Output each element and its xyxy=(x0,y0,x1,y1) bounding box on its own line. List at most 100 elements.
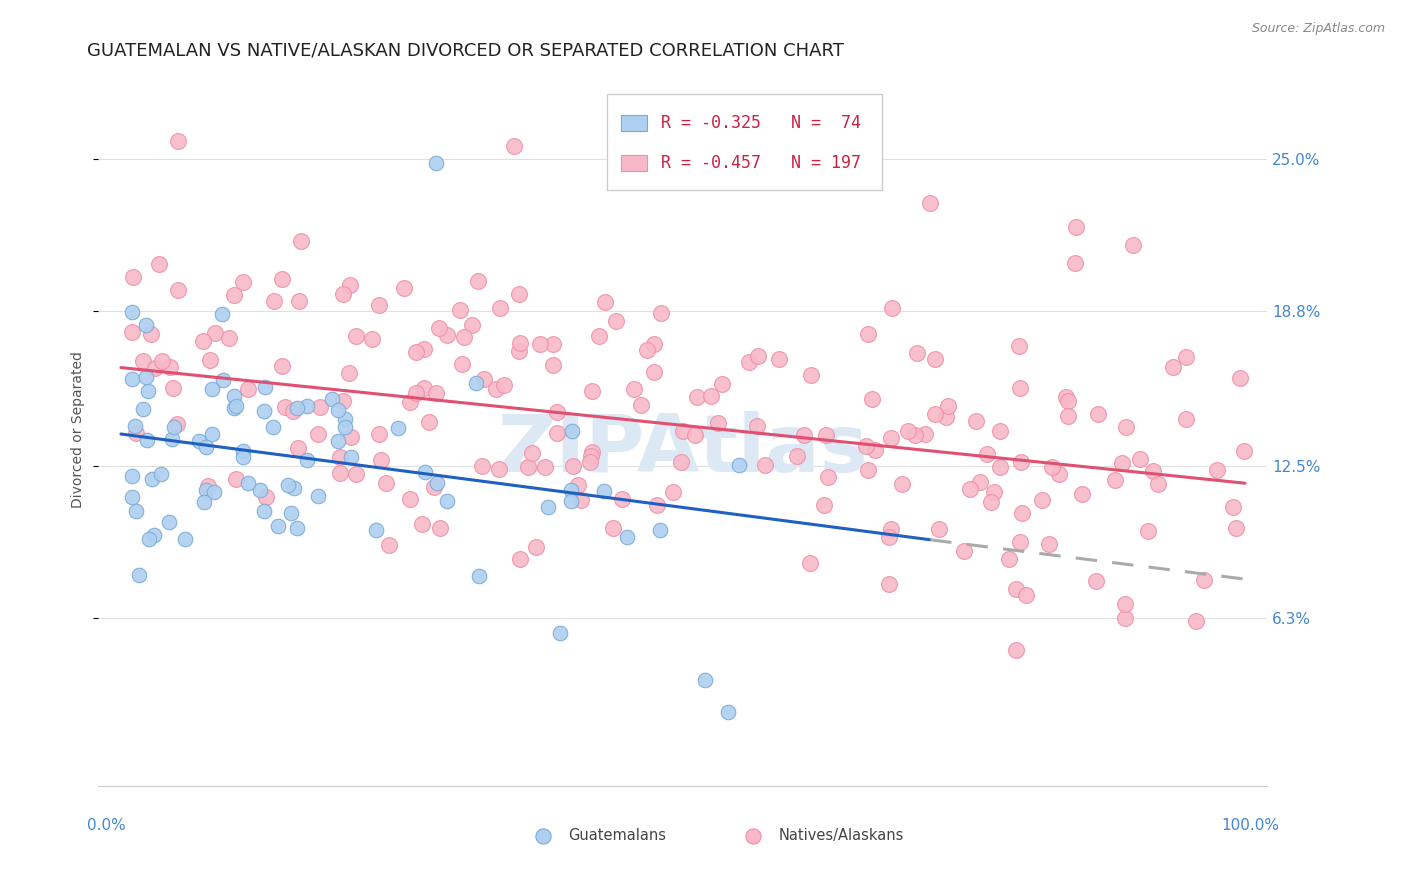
Point xyxy=(1056,393,1078,408)
Point xyxy=(686,390,709,404)
Point xyxy=(332,394,354,409)
Point xyxy=(858,327,880,342)
Point xyxy=(141,472,163,486)
Point xyxy=(965,414,987,428)
Point xyxy=(150,353,173,368)
Point xyxy=(904,428,927,442)
Point xyxy=(295,452,318,467)
Point xyxy=(197,479,219,493)
Point xyxy=(1031,492,1053,507)
Point xyxy=(650,306,672,320)
Point xyxy=(271,359,294,373)
Point xyxy=(277,478,299,492)
Text: R = -0.325   N =  74: R = -0.325 N = 74 xyxy=(661,113,860,132)
Point xyxy=(271,272,294,286)
Point xyxy=(520,446,543,460)
Point xyxy=(672,425,695,439)
Point xyxy=(567,478,589,492)
Point xyxy=(1192,573,1215,587)
Point xyxy=(413,342,436,356)
Point xyxy=(267,519,290,533)
Point xyxy=(494,377,516,392)
Point xyxy=(768,352,790,367)
Point xyxy=(449,303,471,318)
Point xyxy=(588,329,610,343)
Point xyxy=(562,458,585,473)
Point xyxy=(880,301,903,315)
Point xyxy=(136,384,159,398)
Point xyxy=(333,420,356,434)
Point xyxy=(747,419,769,434)
Point xyxy=(593,294,616,309)
Point xyxy=(411,517,433,532)
Point xyxy=(159,359,181,374)
Point xyxy=(534,459,557,474)
Point xyxy=(472,371,495,385)
Point xyxy=(914,426,936,441)
Point xyxy=(543,358,565,372)
Point xyxy=(253,380,276,394)
Point xyxy=(225,399,247,413)
Point xyxy=(1114,597,1136,611)
Point xyxy=(1122,237,1144,252)
Point xyxy=(329,450,352,464)
Point xyxy=(815,428,838,442)
Point xyxy=(1008,535,1031,549)
Point xyxy=(509,552,531,566)
Point xyxy=(339,278,361,293)
Point xyxy=(1229,371,1251,385)
Point xyxy=(425,385,447,400)
Point xyxy=(1222,500,1244,514)
Point xyxy=(485,383,508,397)
Point xyxy=(121,372,143,386)
Point xyxy=(1057,409,1080,423)
Point xyxy=(309,400,332,414)
Point xyxy=(579,455,602,469)
Point xyxy=(546,405,568,419)
Point xyxy=(508,286,530,301)
Point xyxy=(253,404,276,418)
Point xyxy=(685,428,707,442)
Point xyxy=(630,398,652,412)
Point xyxy=(204,326,226,341)
Point xyxy=(1005,582,1028,596)
Point xyxy=(128,568,150,582)
Point xyxy=(959,483,981,497)
Point xyxy=(232,450,254,464)
Point xyxy=(333,411,356,425)
Point xyxy=(285,401,308,415)
Point xyxy=(450,357,472,371)
Point xyxy=(1087,407,1109,421)
Point xyxy=(548,626,571,640)
Point xyxy=(332,286,354,301)
Point xyxy=(855,439,877,453)
Point xyxy=(1015,588,1038,602)
Point xyxy=(283,481,305,495)
Point xyxy=(1038,537,1060,551)
Point xyxy=(329,466,352,480)
Point xyxy=(307,427,329,442)
Point xyxy=(1146,477,1168,491)
Point xyxy=(194,483,217,497)
Point xyxy=(1114,611,1136,625)
Point xyxy=(969,475,991,489)
Point xyxy=(581,384,603,399)
Point xyxy=(361,332,384,346)
Point xyxy=(212,373,235,387)
Point xyxy=(468,569,491,583)
Point xyxy=(508,344,530,359)
Text: 100.0%: 100.0% xyxy=(1222,818,1279,833)
Point xyxy=(413,381,436,395)
Point xyxy=(1184,615,1206,629)
Bar xyxy=(621,155,647,171)
Point xyxy=(425,156,447,170)
Point xyxy=(560,483,582,497)
Point xyxy=(167,284,190,298)
Point xyxy=(643,336,665,351)
Point xyxy=(1136,524,1159,539)
Point xyxy=(125,504,148,518)
Point xyxy=(1084,574,1107,589)
Point xyxy=(952,544,974,558)
Point xyxy=(998,551,1021,566)
Point xyxy=(860,392,883,407)
